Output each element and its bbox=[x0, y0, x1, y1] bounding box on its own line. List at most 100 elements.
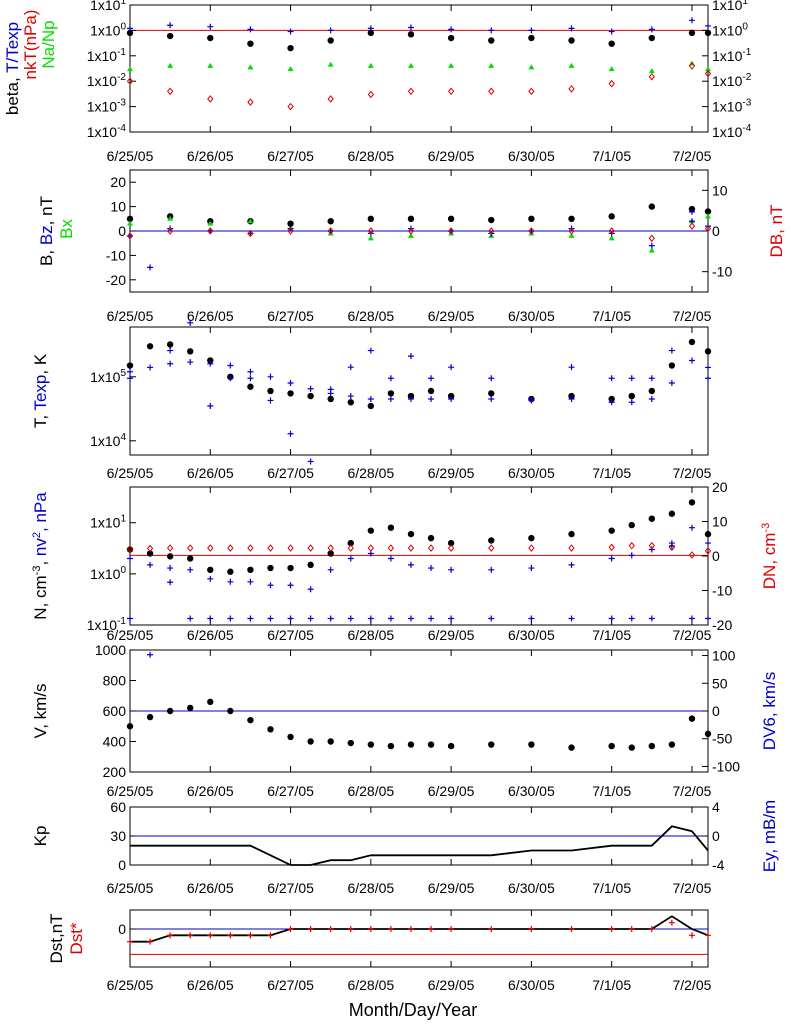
label-part: Bz bbox=[37, 225, 56, 245]
data-point bbox=[488, 27, 495, 34]
data-point bbox=[648, 541, 655, 550]
x-tick-label: 7/1/05 bbox=[592, 627, 631, 643]
data-point bbox=[146, 343, 154, 350]
series-black bbox=[126, 698, 712, 751]
data-point bbox=[267, 397, 274, 404]
data-point bbox=[187, 359, 194, 366]
x-tick-label: 6/28/05 bbox=[347, 465, 394, 481]
data-point bbox=[407, 926, 414, 932]
data-point bbox=[705, 66, 711, 72]
x-tick-label: 6/26/05 bbox=[187, 465, 234, 481]
data-point bbox=[528, 741, 535, 748]
data-point bbox=[705, 932, 711, 939]
data-point bbox=[628, 399, 635, 406]
data-point bbox=[247, 566, 254, 574]
y-tick-label: 0 bbox=[118, 857, 126, 873]
data-point bbox=[267, 582, 274, 589]
data-point bbox=[528, 227, 535, 235]
data-point bbox=[347, 555, 354, 562]
data-point bbox=[207, 62, 214, 68]
data-point bbox=[287, 220, 294, 227]
data-point bbox=[207, 403, 214, 409]
data-point bbox=[387, 524, 395, 531]
data-point bbox=[227, 578, 234, 585]
data-point bbox=[327, 926, 334, 932]
data-point bbox=[247, 229, 254, 238]
data-point bbox=[407, 544, 415, 552]
data-point bbox=[327, 37, 334, 44]
data-point bbox=[608, 395, 615, 403]
data-point bbox=[327, 550, 334, 557]
label-part: nv bbox=[31, 538, 50, 556]
y-tick-label: 1x10-1 bbox=[87, 47, 127, 64]
data-point bbox=[668, 510, 676, 517]
data-point bbox=[327, 218, 334, 225]
data-point bbox=[688, 208, 695, 215]
data-point bbox=[367, 926, 374, 932]
data-point bbox=[207, 360, 214, 367]
data-point bbox=[488, 566, 495, 573]
data-point bbox=[387, 926, 394, 932]
data-point bbox=[187, 348, 194, 355]
data-point bbox=[688, 17, 695, 24]
data-point bbox=[247, 40, 254, 47]
data-point bbox=[207, 357, 214, 364]
y-tick-label-right: -50 bbox=[712, 731, 732, 747]
data-point bbox=[488, 37, 495, 44]
data-point bbox=[247, 932, 254, 939]
y-tick-label: 60 bbox=[110, 799, 126, 815]
data-point bbox=[568, 25, 575, 32]
data-point bbox=[387, 615, 394, 622]
data-point bbox=[367, 235, 374, 241]
panel-p6: 6/25/05 6/26/05 6/27/05 6/28/05 6/29/05 6/30/… bbox=[31, 543, 779, 896]
data-point bbox=[367, 527, 375, 534]
data-point bbox=[127, 555, 133, 562]
data-point bbox=[267, 564, 274, 572]
data-point bbox=[648, 515, 656, 522]
data-point bbox=[608, 375, 615, 382]
data-point bbox=[608, 66, 615, 72]
x-tick-label: 6/25/05 bbox=[107, 783, 154, 799]
label-part: 2 bbox=[31, 532, 43, 538]
y-tick-label: -20 bbox=[106, 272, 126, 288]
y-tick-label-right: 0 bbox=[712, 703, 720, 719]
y-tick-label-right: 1x101 bbox=[712, 0, 748, 13]
panel-p5: 6/25/05 6/26/05 6/27/05 6/28/05 6/29/05 6/30/… bbox=[31, 208, 779, 799]
data-point bbox=[568, 62, 575, 68]
label-part: V, km/s bbox=[31, 683, 50, 738]
label-part: , nPa bbox=[31, 492, 50, 532]
data-point bbox=[327, 615, 334, 622]
x-tick-label: 6/25/05 bbox=[107, 148, 154, 164]
data-point bbox=[704, 224, 712, 233]
chart-panels: 6/25/05 6/26/05 6/27/05 6/28/05 6/29/05 6/30/… bbox=[3, 0, 786, 993]
data-point bbox=[628, 926, 635, 932]
y-tick-label-right: 0 bbox=[712, 548, 720, 564]
data-point bbox=[146, 544, 154, 553]
data-point bbox=[704, 69, 712, 78]
data-point bbox=[705, 375, 711, 382]
data-point bbox=[488, 87, 495, 96]
y-tick-label-right: 1x10-1 bbox=[712, 47, 752, 64]
x-tick-label: 6/27/05 bbox=[267, 627, 314, 643]
data-point bbox=[648, 615, 655, 622]
data-point bbox=[447, 544, 455, 552]
label-part: DB, nT bbox=[767, 205, 786, 258]
data-point bbox=[648, 546, 655, 553]
data-point bbox=[628, 541, 635, 550]
x-tick-label: 6/30/05 bbox=[508, 465, 555, 481]
data-point bbox=[704, 208, 712, 215]
data-point bbox=[488, 741, 495, 748]
series-green bbox=[127, 60, 711, 74]
data-point bbox=[247, 26, 254, 33]
x-tick-label: 6/30/05 bbox=[508, 148, 555, 164]
data-point bbox=[447, 215, 455, 222]
data-point bbox=[287, 102, 294, 111]
label-part: -3 bbox=[31, 566, 43, 576]
data-point bbox=[287, 926, 294, 932]
x-tick-label: 7/1/05 bbox=[592, 308, 631, 324]
data-point bbox=[688, 357, 695, 364]
data-point bbox=[147, 364, 154, 371]
series-blue bbox=[127, 17, 711, 35]
data-point bbox=[668, 380, 675, 387]
